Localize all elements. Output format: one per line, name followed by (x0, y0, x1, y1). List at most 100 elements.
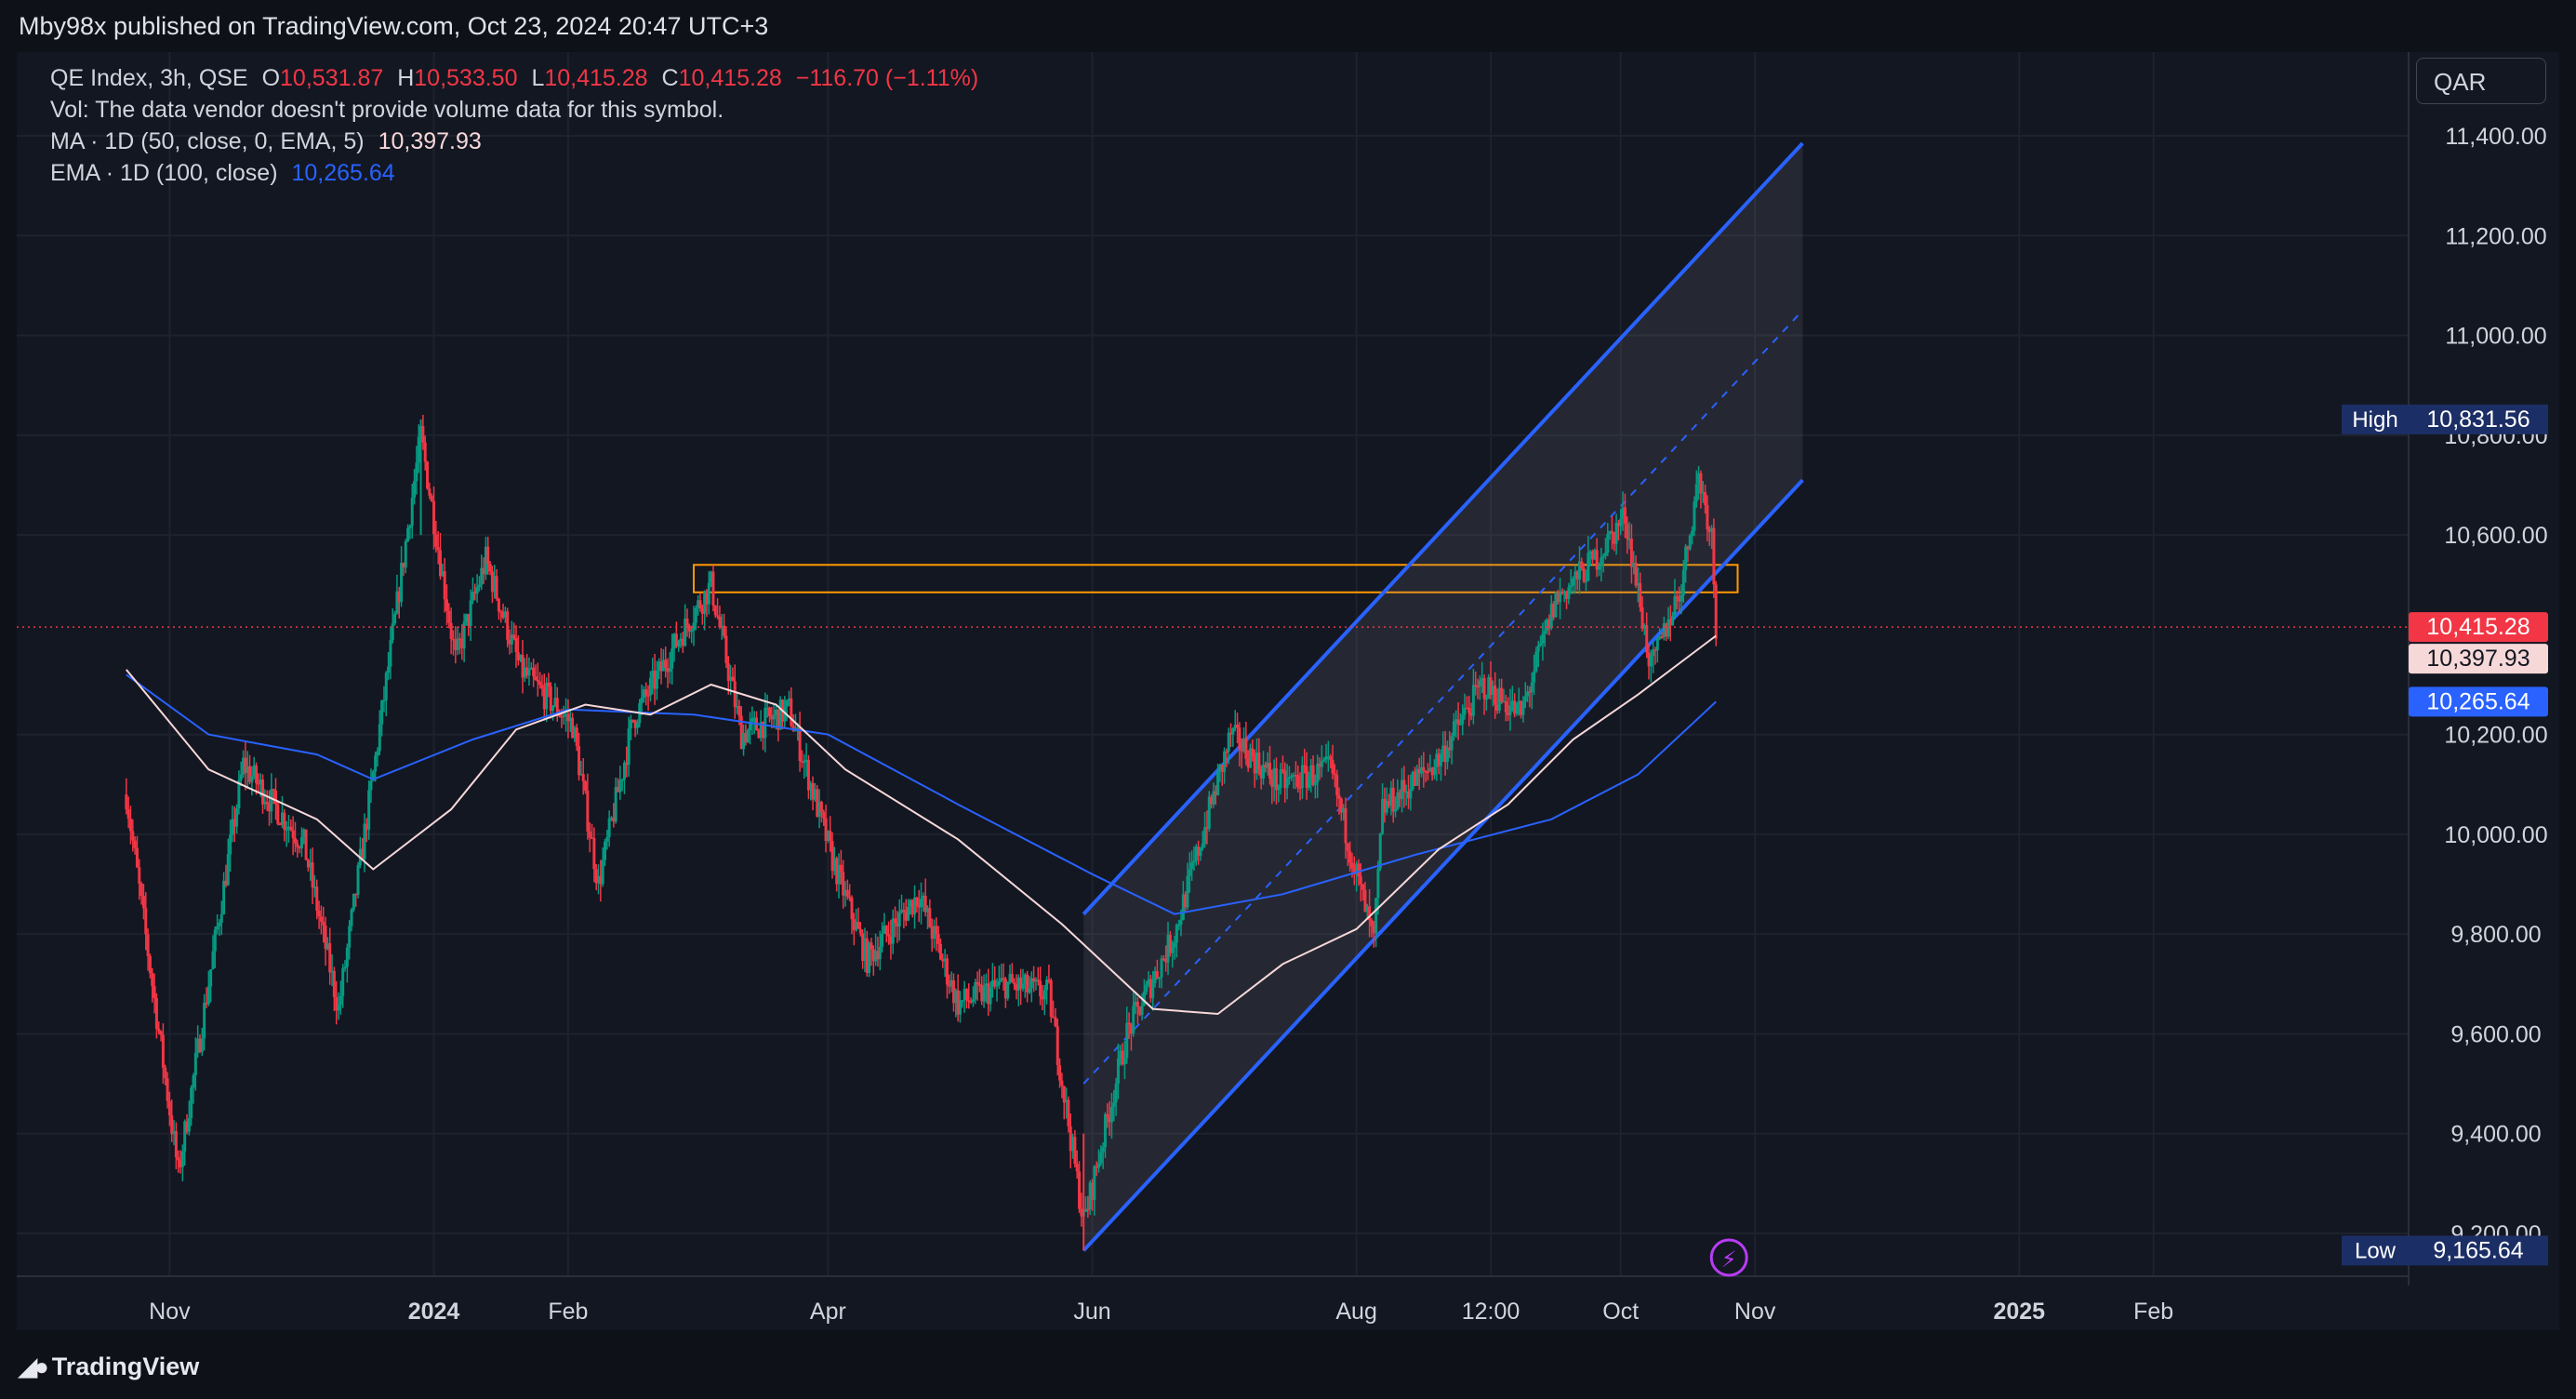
price-chart[interactable]: 11,400.0011,200.0011,000.0010,800.0010,6… (17, 52, 2559, 1330)
candle-body (430, 495, 433, 501)
candle-body (1467, 707, 1471, 713)
candle-body (832, 858, 836, 872)
candle-body (1307, 777, 1310, 789)
ema-legend[interactable]: EMA · 1D (100, close) 10,265.64 (50, 160, 403, 187)
candle-body (508, 639, 511, 645)
candle-body (1210, 796, 1214, 805)
candle-body (612, 817, 616, 822)
candle-body (871, 949, 875, 962)
candle-body (562, 714, 565, 717)
candle-body (897, 912, 901, 927)
candle-body (209, 969, 213, 987)
candle-body (1006, 981, 1010, 999)
candle-body (1481, 677, 1484, 681)
candle-body (644, 689, 648, 696)
currency-button[interactable]: QAR (2416, 58, 2546, 104)
candle-body (555, 698, 559, 714)
candle-body (1370, 920, 1374, 926)
candle-body (672, 633, 676, 649)
candle-body (1588, 551, 1592, 553)
candle-body (1489, 677, 1493, 696)
candle-body (1290, 776, 1294, 778)
candle-body (285, 829, 288, 831)
candle-body (1456, 719, 1460, 725)
candle-body (1153, 971, 1157, 983)
candle-body (1616, 523, 1620, 526)
candle-body (274, 790, 278, 805)
candle-body (700, 608, 704, 614)
candle-body (726, 662, 730, 681)
channel-upper-line (1082, 141, 1804, 916)
candle-body (218, 923, 221, 926)
candle-body (239, 774, 243, 780)
tradingview-logo-icon: ◢● (19, 1352, 49, 1380)
candle-body (930, 926, 934, 939)
footer: ◢● TradingView (0, 1330, 2576, 1399)
candle-body (941, 959, 945, 962)
drawing-tools[interactable] (692, 141, 1804, 1252)
candle-body (729, 676, 733, 681)
candle-body (389, 640, 392, 667)
candle-body (800, 761, 803, 763)
candle-body (490, 571, 494, 593)
candle-body (1565, 591, 1569, 599)
candle-body (1054, 1017, 1057, 1027)
candle-body (322, 921, 325, 926)
candle-body (174, 1130, 178, 1158)
chart-panel[interactable]: 11,400.00 11,200.00 11,000.00 10,800.00 10,6… (17, 52, 2559, 1330)
candle-body (876, 951, 880, 960)
candle-body (578, 746, 581, 776)
candle-body (270, 789, 273, 812)
candle-body (1378, 833, 1382, 869)
candle-body (633, 720, 637, 728)
candle-body (932, 926, 936, 939)
candle-body (817, 802, 821, 817)
candle-body (1103, 1113, 1107, 1148)
candle-body (1160, 958, 1163, 978)
candle-body (488, 564, 492, 572)
candle-body (1125, 1022, 1129, 1059)
candle-body (1678, 597, 1681, 602)
candle-body (219, 913, 223, 924)
candle-body (467, 614, 471, 627)
axes: 11,400.0011,200.0011,000.0010,800.0010,6… (149, 124, 2548, 1325)
candle-body (1138, 1006, 1142, 1016)
candle-body (312, 886, 316, 888)
candle-body (868, 942, 871, 973)
ma-legend[interactable]: MA · 1D (50, close, 0, EMA, 5) 10,397.93 (50, 128, 489, 155)
candle-body (1600, 557, 1603, 566)
candle-body (1552, 603, 1556, 618)
close-label: C (661, 65, 679, 91)
candle-body (1691, 530, 1694, 536)
candle-body (1554, 592, 1558, 618)
candle-body (659, 661, 663, 672)
candle-body (733, 681, 737, 708)
candle-body (1078, 1171, 1082, 1209)
candle-body (1510, 700, 1514, 706)
candle-body (1342, 807, 1346, 813)
candle-body (159, 1031, 163, 1035)
ohlc-legend[interactable]: QE Index, 3h, QSE O10,531.87 H10,533.50 … (50, 65, 986, 92)
high-value-text: 10,831.56 (2426, 406, 2530, 433)
candle-body (1430, 767, 1434, 776)
candle-body (845, 889, 849, 898)
candle-body (1091, 1182, 1095, 1201)
candle-body (1122, 1058, 1126, 1065)
candle-body (1471, 685, 1475, 716)
channel-lower-line (1082, 478, 1804, 1252)
tradingview-logo[interactable]: ◢● TradingView (19, 1352, 199, 1381)
candle-body (920, 899, 923, 908)
candle-body (1629, 538, 1633, 567)
candle-body (1701, 492, 1705, 494)
candle-body (1494, 686, 1497, 705)
candle-body (486, 546, 490, 565)
candle-body (464, 614, 468, 622)
candle-body (935, 926, 938, 934)
symbol-info[interactable]: QE Index, 3h, QSE (50, 65, 248, 91)
candle-body (352, 893, 355, 910)
candle-body (750, 718, 754, 723)
candle-body (224, 880, 228, 886)
candle-body (363, 823, 366, 859)
candle-body (529, 667, 533, 670)
candle-body (674, 633, 678, 647)
